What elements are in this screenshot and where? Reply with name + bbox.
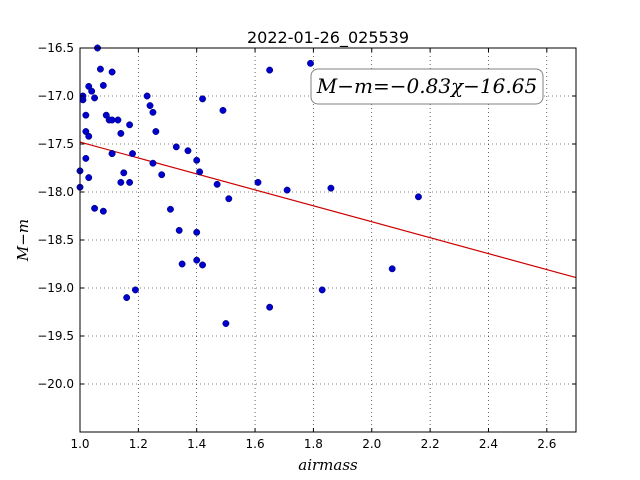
data-point [108, 116, 116, 124]
data-point [166, 205, 174, 213]
data-point [85, 132, 93, 140]
data-point [149, 159, 157, 167]
data-point [108, 150, 116, 158]
data-point [175, 226, 183, 234]
y-tick-label: −17.0 [37, 89, 74, 103]
data-point [152, 128, 160, 135]
y-tick-label: −19.5 [37, 329, 74, 343]
data-point [222, 320, 230, 327]
y-tick-label: −18.5 [37, 233, 74, 247]
data-point [149, 108, 157, 116]
y-tick-label: −16.5 [37, 41, 74, 55]
data-point [199, 261, 206, 269]
data-point [193, 228, 201, 236]
data-point [199, 95, 206, 103]
x-tick-label: 2.0 [362, 437, 381, 451]
annotation-box [310, 68, 544, 105]
data-point [129, 150, 136, 158]
data-point [82, 154, 90, 162]
data-point [131, 286, 139, 294]
data-point [99, 207, 107, 215]
data-point [196, 168, 204, 176]
data-point [91, 204, 99, 212]
data-point [184, 147, 192, 155]
data-point [85, 174, 93, 182]
data-point [178, 260, 186, 268]
y-tick-label: −19.0 [37, 281, 74, 295]
data-point [120, 169, 128, 177]
data-point [193, 156, 201, 164]
y-tick-label: −18.0 [37, 185, 74, 199]
x-tick-label: 1.2 [129, 437, 148, 451]
data-point [213, 180, 221, 188]
fit-line [79, 141, 577, 279]
data-point [114, 116, 122, 124]
data-point [126, 121, 134, 129]
data-point [108, 68, 116, 76]
x-tick-labels: 1.0 1.2 1.4 1.6 1.8 2.0 2.2 2.4 2.6 [70, 437, 556, 451]
data-point [172, 143, 180, 151]
x-tick-label: 1.4 [187, 437, 206, 451]
y-tick-label: −17.5 [37, 137, 74, 151]
x-tick-label: 2.6 [537, 437, 556, 451]
data-point [307, 59, 314, 67]
data-point [219, 106, 227, 114]
data-point [388, 265, 396, 273]
data-point [91, 94, 99, 102]
data-point [327, 184, 335, 192]
data-point [117, 178, 125, 186]
annotation-text: M−m=−0.83χ−16.65 [316, 74, 537, 98]
data-point [123, 294, 131, 302]
data-point [266, 303, 274, 311]
x-tick-label: 1.8 [304, 437, 323, 451]
data-point [126, 178, 134, 186]
data-point [82, 111, 90, 119]
x-axis-label: airmass [298, 456, 358, 474]
data-point [193, 256, 201, 264]
x-tick-label: 1.0 [70, 437, 89, 451]
data-points [76, 44, 469, 327]
data-point [283, 186, 291, 194]
x-tick-label: 2.2 [421, 437, 440, 451]
data-point [146, 102, 154, 110]
chart-title: 2022-01-26_025539 [247, 28, 409, 48]
data-point [266, 66, 274, 74]
x-tick-label: 2.4 [479, 437, 498, 451]
data-point [143, 92, 151, 100]
data-point [414, 193, 422, 201]
data-point [88, 87, 96, 95]
data-point [318, 286, 326, 294]
y-axis-label: M−m [14, 219, 32, 262]
fit-annotation: M−m=−0.83χ−16.65 [310, 68, 544, 105]
axis-ticks [79, 47, 576, 432]
x-tick-label: 1.6 [246, 437, 265, 451]
y-tick-labels: −16.5 −17.0 −17.5 −18.0 −18.5 −19.0 −19.5 −20.0 [37, 41, 74, 391]
data-point [225, 195, 233, 203]
data-point [96, 65, 104, 73]
data-point [254, 178, 262, 186]
fit-line-group [79, 141, 577, 279]
grid-lines [79, 47, 576, 432]
data-point [158, 171, 166, 179]
data-point [99, 81, 107, 89]
data-point [117, 129, 125, 137]
y-tick-label: −20.0 [37, 377, 74, 391]
